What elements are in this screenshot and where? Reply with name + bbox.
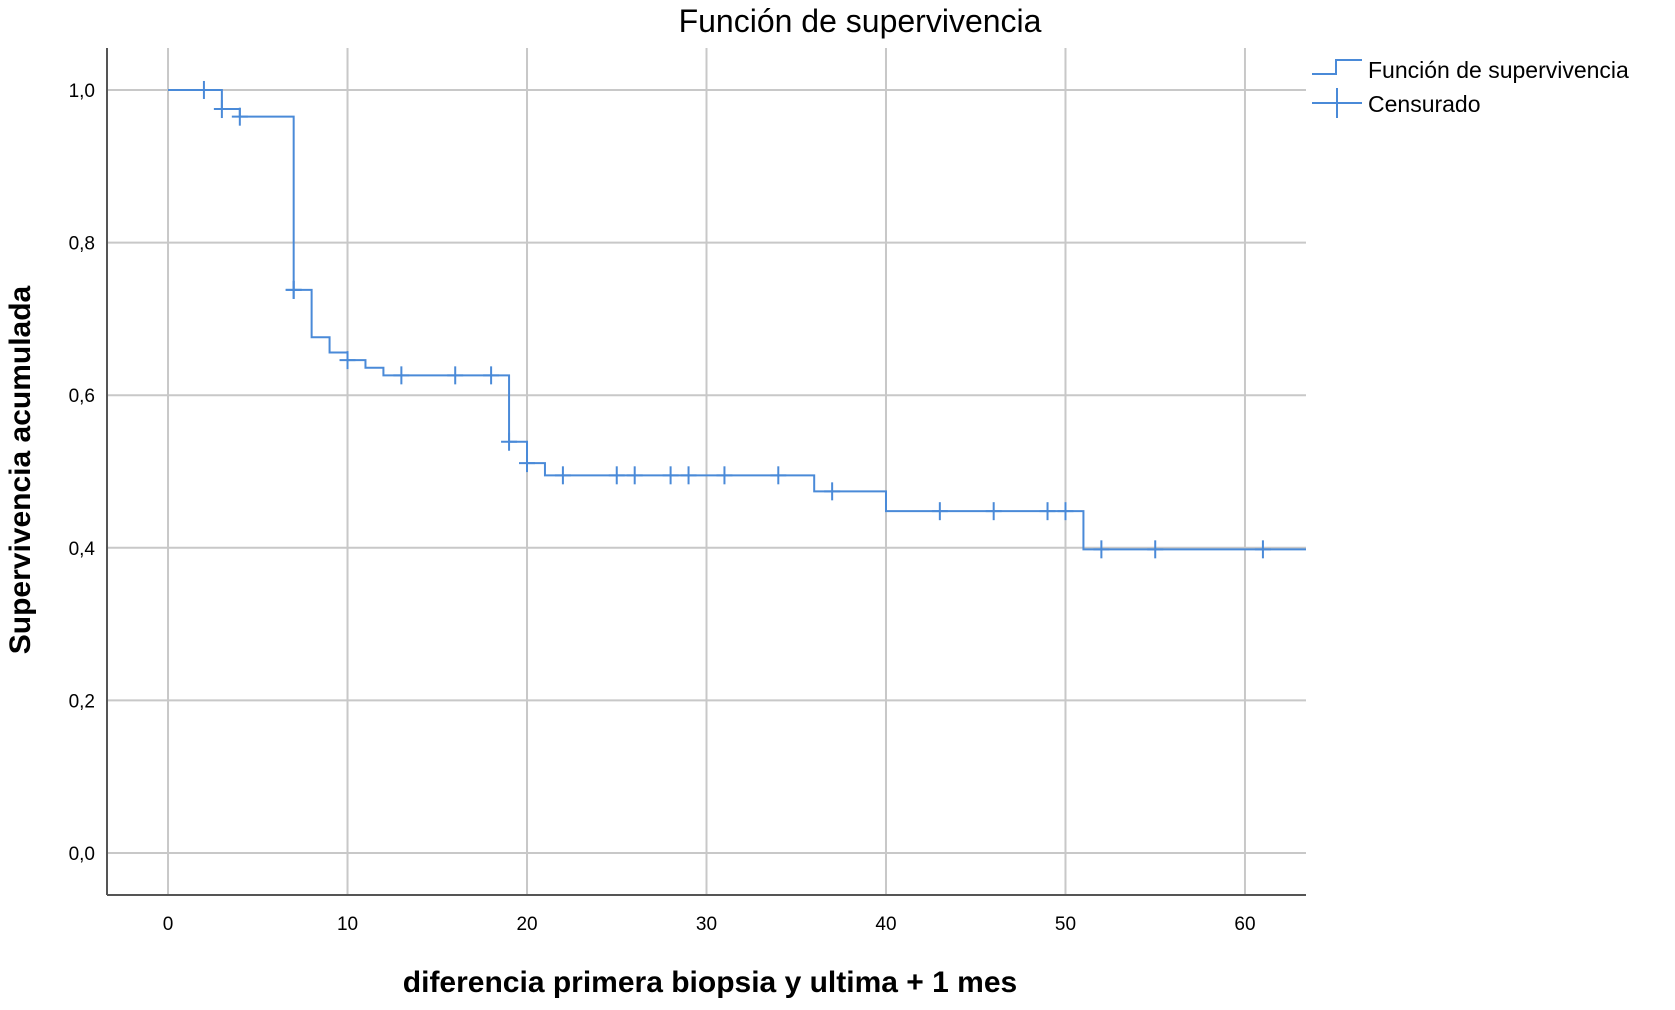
x-axis-title: diferencia primera biopsia y ultima + 1 … (403, 966, 1017, 999)
survival-step-path (168, 88, 1306, 551)
y-tick-label-1: 0,2 (69, 691, 95, 712)
x-tick-labels: 0 10 20 30 40 50 60 (163, 914, 1256, 935)
x-tick-label-0: 0 (163, 914, 174, 935)
y-tick-labels: 0,0 0,2 0,4 0,6 0,8 1,0 (69, 81, 96, 865)
legend-item-survival: Función de supervivencia (1312, 57, 1629, 83)
censor-markers (195, 80, 1271, 559)
x-tick-label-6: 60 (1234, 914, 1255, 935)
legend-label-censored: Censurado (1368, 91, 1481, 117)
x-tick-label-1: 10 (337, 914, 358, 935)
x-tick-label-2: 20 (516, 914, 537, 935)
y-tick-label-3: 0,6 (69, 386, 95, 407)
y-tick-label-5: 1,0 (69, 81, 95, 102)
y-axis-title: Supervivencia acumulada (4, 285, 37, 654)
legend: Función de supervivencia Censurado (1312, 57, 1629, 118)
x-tick-label-5: 50 (1055, 914, 1076, 935)
x-tick-label-3: 30 (696, 914, 717, 935)
legend-step-symbol (1312, 59, 1362, 75)
y-tick-label-2: 0,4 (69, 539, 96, 560)
y-tick-label-0: 0,0 (69, 844, 95, 865)
legend-item-censored: Censurado (1312, 88, 1481, 118)
axes (106, 48, 1306, 896)
y-tick-label-4: 0,8 (69, 234, 95, 255)
grid-lines (107, 48, 1306, 895)
chart-title: Función de supervivencia (679, 3, 1042, 39)
survival-step-line (168, 88, 1306, 551)
x-tick-label-4: 40 (875, 914, 896, 935)
legend-label-survival: Función de supervivencia (1368, 57, 1629, 83)
